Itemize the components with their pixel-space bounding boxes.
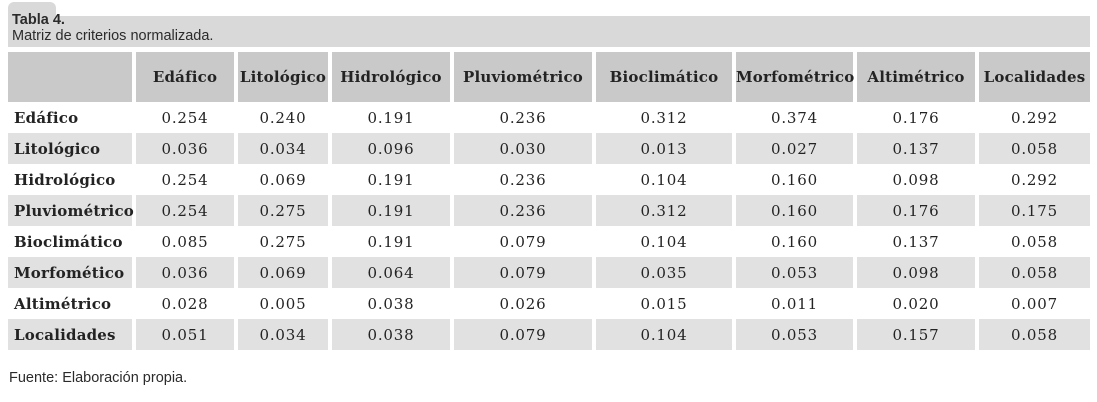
table-cell: 0.254 — [136, 195, 234, 226]
table-cell: 0.240 — [259, 108, 307, 127]
table-cell: 0.292 — [1011, 108, 1058, 127]
column-header: Morfométrico — [736, 52, 854, 102]
table-row: Bioclimático 0.085 0.275 0.191 0.079 0.104 0.1… — [8, 226, 1090, 257]
corner-cell — [8, 52, 132, 102]
table-cell: 0.160 — [771, 170, 818, 189]
column-header: Bioclimático — [596, 52, 732, 102]
table-cell: 0.034 — [238, 319, 328, 350]
table-cell: 0.104 — [640, 232, 688, 251]
table-cell: 0.175 — [979, 195, 1090, 226]
table-cell: 0.254 — [161, 108, 209, 127]
table-cell: 0.312 — [640, 108, 688, 127]
column-header: Litológico — [238, 52, 328, 102]
table-cell: 0.098 — [857, 257, 975, 288]
table-cell: 0.292 — [1011, 170, 1058, 189]
table-cell: 0.069 — [259, 170, 307, 189]
table-caption: Matriz de criterios normalizada. — [12, 28, 214, 44]
table-cell: 0.312 — [596, 195, 732, 226]
table-cell: 0.176 — [892, 108, 940, 127]
column-header: Edáfico — [136, 52, 234, 102]
table-cell: 0.137 — [892, 232, 940, 251]
table-cell: 0.005 — [259, 294, 307, 313]
table-row: Edáfico 0.254 0.240 0.191 0.236 0.312 0.374 0.1… — [8, 102, 1090, 133]
table-cell: 0.191 — [367, 108, 415, 127]
table-cell: 0.160 — [736, 195, 853, 226]
table-cell: 0.036 — [136, 133, 234, 164]
table-cell: 0.030 — [454, 133, 592, 164]
source-note: Fuente: Elaboración propia. — [9, 370, 188, 386]
table-cell: 0.064 — [332, 257, 450, 288]
table-number: Tabla 4. — [12, 12, 65, 28]
table-cell: 0.015 — [640, 294, 688, 313]
header-row: Edáfico Litológico Hidrológico Pluviométric… — [8, 52, 1090, 102]
table-cell: 0.026 — [499, 294, 547, 313]
table-cell: 0.137 — [857, 133, 975, 164]
table-cell: 0.013 — [596, 133, 732, 164]
column-header: Localidades — [979, 52, 1090, 102]
table-cell: 0.191 — [367, 232, 415, 251]
table-cell: 0.027 — [736, 133, 853, 164]
table-cell: 0.191 — [332, 195, 450, 226]
table-cell: 0.069 — [238, 257, 328, 288]
row-header: Hidrológico — [14, 170, 116, 189]
table-cell: 0.085 — [161, 232, 209, 251]
table-cell: 0.160 — [771, 232, 818, 251]
table-cell: 0.028 — [161, 294, 209, 313]
table-cell: 0.079 — [454, 319, 592, 350]
table-cell: 0.020 — [892, 294, 940, 313]
table-cell: 0.007 — [1011, 294, 1058, 313]
table-cell: 0.011 — [771, 294, 818, 313]
table-cell: 0.034 — [238, 133, 328, 164]
row-header: Edáfico — [14, 108, 79, 127]
table-cell: 0.058 — [1011, 232, 1058, 251]
table-cell: 0.157 — [857, 319, 975, 350]
table-wrap: Edáfico Litológico Hidrológico Pluviométric… — [0, 52, 1094, 350]
column-header: Altimétrico — [857, 52, 975, 102]
table-cell: 0.098 — [892, 170, 940, 189]
table-cell: 0.236 — [499, 108, 547, 127]
table-body: Edáfico 0.254 0.240 0.191 0.236 0.312 0.374 0.1… — [8, 102, 1090, 350]
table-row: Morfomético 0.036 0.069 0.064 0.079 0.035 0.05… — [8, 257, 1090, 288]
table-cell: 0.176 — [857, 195, 975, 226]
table-cell: 0.038 — [367, 294, 415, 313]
table-cell: 0.036 — [136, 257, 234, 288]
table-cell: 0.104 — [596, 319, 732, 350]
table-cell: 0.038 — [332, 319, 450, 350]
row-header: Bioclimático — [14, 232, 123, 251]
table-cell: 0.374 — [771, 108, 818, 127]
table-cell: 0.254 — [161, 170, 209, 189]
table-cell: 0.051 — [136, 319, 234, 350]
row-header: Morfomético — [8, 257, 132, 288]
table-cell: 0.236 — [499, 170, 547, 189]
table-cell: 0.096 — [332, 133, 450, 164]
table-row: Altimétrico 0.028 0.005 0.038 0.026 0.015 0.01… — [8, 288, 1090, 319]
title-bar — [8, 16, 1090, 47]
column-header: Hidrológico — [332, 52, 450, 102]
criteria-matrix-table: Edáfico Litológico Hidrológico Pluviométric… — [4, 52, 1094, 350]
table-cell: 0.275 — [238, 195, 328, 226]
table-row: Pluviométrico 0.254 0.275 0.191 0.236 0.312 0.… — [8, 195, 1090, 226]
row-header: Litológico — [8, 133, 132, 164]
column-header: Pluviométrico — [454, 52, 592, 102]
table-cell: 0.275 — [259, 232, 307, 251]
table-cell: 0.053 — [736, 319, 853, 350]
table-cell: 0.035 — [596, 257, 732, 288]
table-row: Localidades 0.051 0.034 0.038 0.079 0.104 0.05… — [8, 319, 1090, 350]
table-cell: 0.079 — [454, 257, 592, 288]
row-header: Altimétrico — [14, 294, 112, 313]
row-header: Localidades — [8, 319, 132, 350]
table-cell: 0.104 — [640, 170, 688, 189]
table-cell: 0.058 — [979, 133, 1090, 164]
table-cell: 0.236 — [454, 195, 592, 226]
row-header: Pluviométrico — [8, 195, 134, 226]
table-cell: 0.191 — [367, 170, 415, 189]
table-cell: 0.079 — [499, 232, 547, 251]
table-cell: 0.053 — [736, 257, 853, 288]
table-cell: 0.058 — [979, 319, 1090, 350]
table-row: Litológico 0.036 0.034 0.096 0.030 0.013 0.027… — [8, 133, 1090, 164]
table-cell: 0.058 — [979, 257, 1090, 288]
table-row: Hidrológico 0.254 0.069 0.191 0.236 0.104 0.16… — [8, 164, 1090, 195]
table-title-block: Tabla 4. Matriz de criterios normalizada… — [12, 12, 213, 44]
